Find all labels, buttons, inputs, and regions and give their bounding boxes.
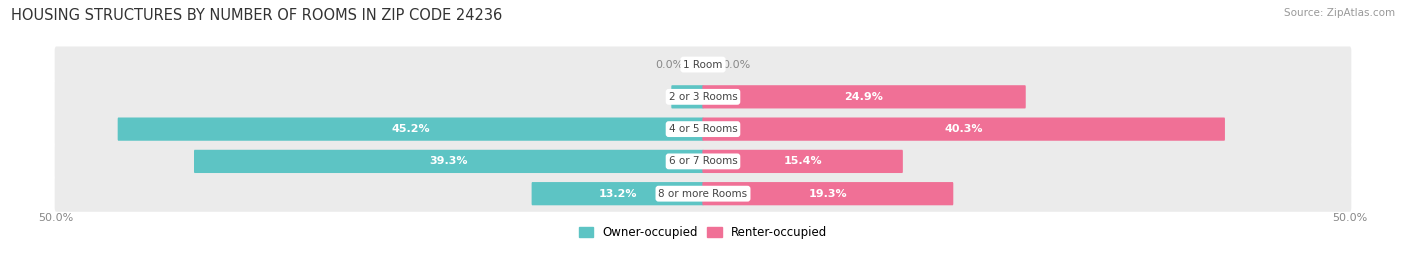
FancyBboxPatch shape [55, 176, 1351, 212]
Text: 1 Room: 1 Room [683, 59, 723, 70]
FancyBboxPatch shape [55, 143, 1351, 179]
Text: 19.3%: 19.3% [808, 189, 848, 199]
Text: 2.4%: 2.4% [672, 92, 703, 102]
Text: 15.4%: 15.4% [783, 156, 823, 167]
Text: 4 or 5 Rooms: 4 or 5 Rooms [669, 124, 737, 134]
Text: 45.2%: 45.2% [391, 124, 430, 134]
FancyBboxPatch shape [55, 79, 1351, 115]
Text: Source: ZipAtlas.com: Source: ZipAtlas.com [1284, 8, 1395, 18]
FancyBboxPatch shape [703, 85, 1026, 108]
FancyBboxPatch shape [703, 118, 1225, 141]
FancyBboxPatch shape [55, 111, 1351, 147]
Text: 0.0%: 0.0% [723, 59, 751, 70]
Text: 6 or 7 Rooms: 6 or 7 Rooms [669, 156, 737, 167]
Text: 13.2%: 13.2% [599, 189, 637, 199]
Text: 24.9%: 24.9% [845, 92, 883, 102]
FancyBboxPatch shape [194, 150, 703, 173]
FancyBboxPatch shape [118, 118, 703, 141]
FancyBboxPatch shape [703, 182, 953, 205]
Text: 0.0%: 0.0% [655, 59, 683, 70]
Text: 8 or more Rooms: 8 or more Rooms [658, 189, 748, 199]
Text: 39.3%: 39.3% [430, 156, 468, 167]
Legend: Owner-occupied, Renter-occupied: Owner-occupied, Renter-occupied [579, 226, 827, 239]
Text: 2 or 3 Rooms: 2 or 3 Rooms [669, 92, 737, 102]
FancyBboxPatch shape [703, 150, 903, 173]
Text: 40.3%: 40.3% [945, 124, 983, 134]
Text: HOUSING STRUCTURES BY NUMBER OF ROOMS IN ZIP CODE 24236: HOUSING STRUCTURES BY NUMBER OF ROOMS IN… [11, 8, 502, 23]
FancyBboxPatch shape [55, 47, 1351, 83]
FancyBboxPatch shape [531, 182, 703, 205]
FancyBboxPatch shape [671, 85, 703, 108]
